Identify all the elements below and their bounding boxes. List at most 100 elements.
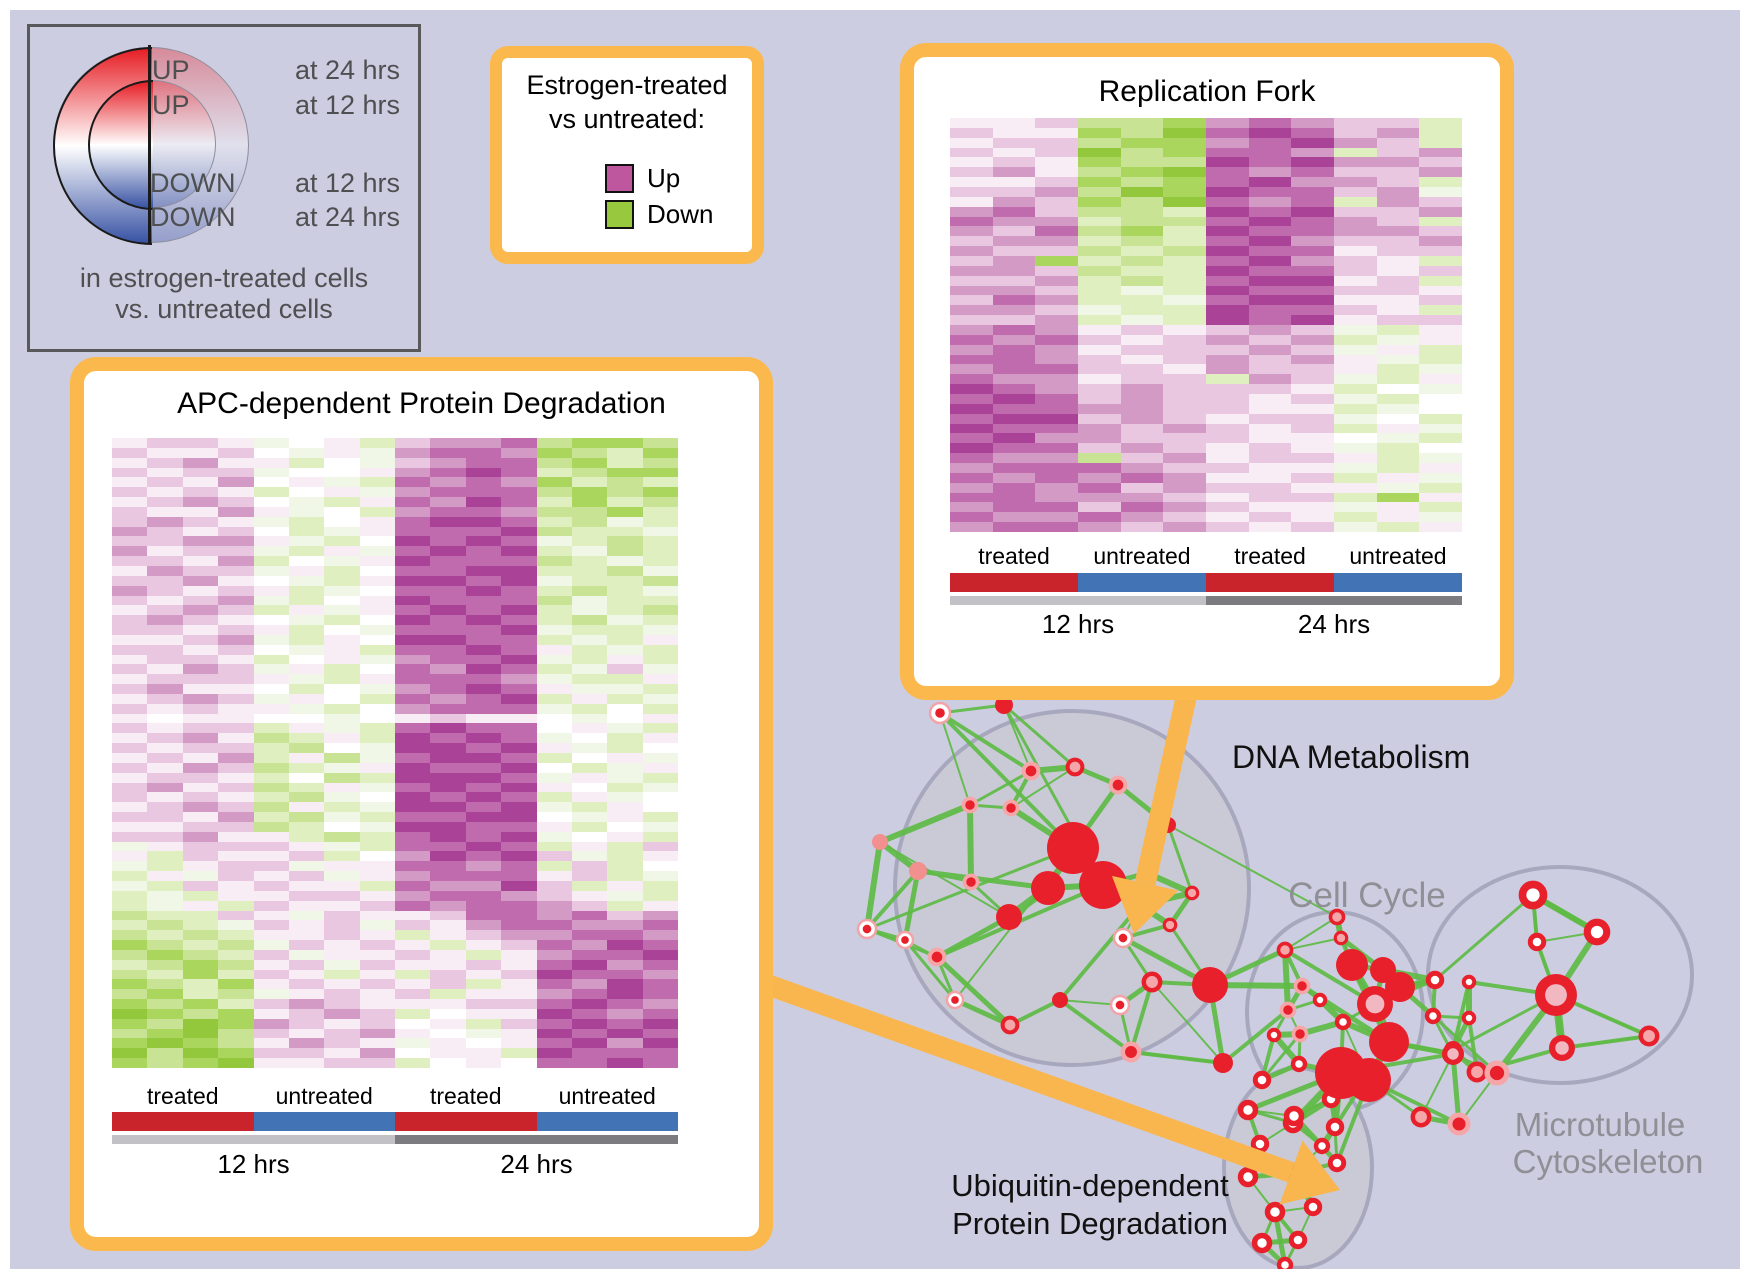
heat-cell xyxy=(607,693,643,704)
heat-cell xyxy=(1248,285,1292,296)
network-node xyxy=(1333,930,1349,946)
heat-cell xyxy=(1120,118,1164,128)
heat-cell xyxy=(253,753,289,763)
heat-cell xyxy=(147,969,183,980)
heat-cell xyxy=(536,989,572,1000)
heat-cell xyxy=(253,438,289,448)
heat-cell xyxy=(395,802,431,813)
heat-cell xyxy=(642,447,678,458)
heat-cell xyxy=(359,851,395,862)
heat-cell xyxy=(1376,374,1420,385)
heat-cell xyxy=(1291,177,1334,187)
heat-cell xyxy=(1206,265,1249,276)
heat-cell xyxy=(992,472,1036,483)
heat-cell xyxy=(112,900,148,911)
updown-ring-legend: UP at 24 hrs UP at 12 hrs DOWN at 12 hrs… xyxy=(27,24,421,352)
network-node xyxy=(1279,1001,1297,1019)
heat-cell xyxy=(642,556,678,566)
heat-cell xyxy=(1248,265,1292,276)
heat-cell xyxy=(571,782,608,793)
heat-cell xyxy=(1334,324,1377,335)
network-edge xyxy=(1003,703,1076,769)
heat-cell xyxy=(147,664,183,675)
heat-cell xyxy=(950,305,993,316)
heat-cell xyxy=(430,536,466,547)
heat-cell xyxy=(1120,216,1164,227)
network-node xyxy=(1293,977,1311,995)
heat-cell xyxy=(501,753,537,763)
heat-cell xyxy=(288,782,325,793)
network-edge xyxy=(1434,893,1534,982)
heat-cell xyxy=(465,743,502,753)
heat-cell xyxy=(112,812,148,822)
heat-cell xyxy=(1248,167,1292,178)
heat-cell xyxy=(465,831,502,842)
heat-cell xyxy=(1078,236,1121,247)
network-node xyxy=(1484,1060,1510,1086)
heat-cell xyxy=(501,634,537,645)
heat-cell xyxy=(465,910,502,921)
heat-cell xyxy=(950,186,993,197)
heat-cell xyxy=(395,989,431,1000)
heat-cell xyxy=(536,684,572,694)
heat-cell xyxy=(1376,177,1420,187)
heat-cell xyxy=(395,654,431,665)
heat-cell xyxy=(992,482,1036,493)
heat-cell xyxy=(112,910,148,921)
heat-cell xyxy=(1376,443,1420,454)
heat-cell xyxy=(1163,384,1206,394)
heat-cell xyxy=(1078,462,1121,473)
network-node xyxy=(1000,1015,1020,1035)
heat-cell xyxy=(430,605,466,616)
heat-cell xyxy=(571,940,608,950)
estrogen-legend-title-line2: vs untreated: xyxy=(548,104,706,134)
heat-cell xyxy=(536,821,572,832)
heat-cell xyxy=(395,851,431,862)
heat-cell xyxy=(1206,423,1249,434)
heat-cell xyxy=(112,565,148,576)
heat-cell xyxy=(465,477,502,488)
heat-cell xyxy=(112,457,148,468)
heat-cell xyxy=(571,693,608,704)
network-edge xyxy=(967,804,974,883)
heat-cell xyxy=(324,595,360,606)
heat-cell xyxy=(950,295,993,306)
heat-cell xyxy=(182,546,219,557)
heat-cell xyxy=(1078,502,1121,513)
heat-cell xyxy=(465,841,502,852)
heat-cell xyxy=(1206,196,1249,207)
heat-cell xyxy=(1291,423,1334,434)
heat-cell xyxy=(218,841,254,852)
heat-cell xyxy=(253,940,289,950)
heat-cell xyxy=(324,684,360,694)
heat-cell xyxy=(1120,433,1164,444)
heat-cell xyxy=(992,364,1036,375)
treatment-bar-segment xyxy=(253,1112,395,1131)
heat-cell xyxy=(1078,285,1121,296)
heat-cell xyxy=(1035,443,1078,454)
heat-cell xyxy=(218,989,254,1000)
network-edge xyxy=(903,939,957,1001)
heat-cell xyxy=(359,762,395,773)
heat-cell xyxy=(501,536,537,547)
heat-cell xyxy=(571,625,608,635)
heat-cell xyxy=(395,841,431,852)
heat-cell xyxy=(465,674,502,685)
heat-cell xyxy=(1078,246,1121,256)
heat-cell xyxy=(465,733,502,744)
heat-cell xyxy=(147,802,183,813)
network-node xyxy=(1276,1256,1294,1269)
heat-cell xyxy=(112,516,148,527)
heat-cell xyxy=(147,1028,183,1039)
heat-cell xyxy=(1419,216,1462,227)
heat-cell xyxy=(536,861,572,872)
heat-cell xyxy=(1376,295,1420,306)
heat-cell xyxy=(1248,453,1292,463)
heat-cell xyxy=(218,506,254,517)
cluster-label-cell-cycle: Cell Cycle xyxy=(1288,876,1446,915)
heat-cell xyxy=(1419,443,1462,454)
heat-cell xyxy=(1291,354,1334,365)
heat-cell xyxy=(501,1028,537,1039)
heat-cell xyxy=(182,506,219,517)
heat-cell xyxy=(395,1058,431,1068)
